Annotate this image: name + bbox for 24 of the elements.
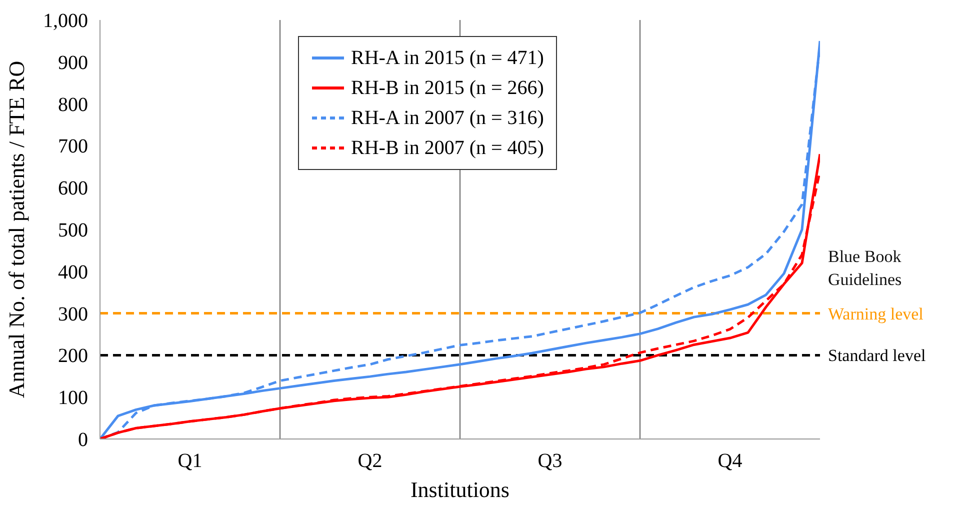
ref-line-label: Standard level: [828, 346, 926, 366]
legend-label: RH-B in 2007 (n = 405): [351, 136, 544, 160]
legend-label: RH-A in 2015 (n = 471): [351, 46, 544, 70]
x-tick-label: Q3: [538, 450, 562, 472]
y-tick-label: 200: [58, 345, 88, 368]
y-tick-label: 500: [58, 220, 88, 242]
x-tick-label: Q1: [178, 450, 202, 472]
y-tick-label: 1,000: [43, 10, 88, 32]
ref-line-label: Warning level: [828, 304, 924, 324]
x-tick-label: Q2: [358, 450, 382, 472]
y-tick-label: 400: [58, 261, 88, 284]
y-axis-title: Annual No. of total patients / FTE RO: [4, 60, 29, 398]
text: Blue Book Guidelines: [828, 246, 903, 292]
legend-label: RH-A in 2007 (n = 316): [351, 106, 544, 130]
y-tick-label: 900: [58, 52, 88, 74]
y-tick-label: 100: [58, 387, 88, 410]
y-tick-label: 800: [58, 94, 88, 116]
x-tick-label: Q4: [718, 450, 742, 472]
x-axis-title: Institutions: [410, 477, 510, 502]
y-tick-label: 300: [58, 303, 88, 326]
y-tick-label: 0: [78, 429, 88, 451]
y-tick-label: 600: [58, 178, 88, 200]
legend-label: RH-B in 2015 (n = 266): [351, 76, 544, 100]
y-tick-label: 700: [58, 136, 88, 158]
